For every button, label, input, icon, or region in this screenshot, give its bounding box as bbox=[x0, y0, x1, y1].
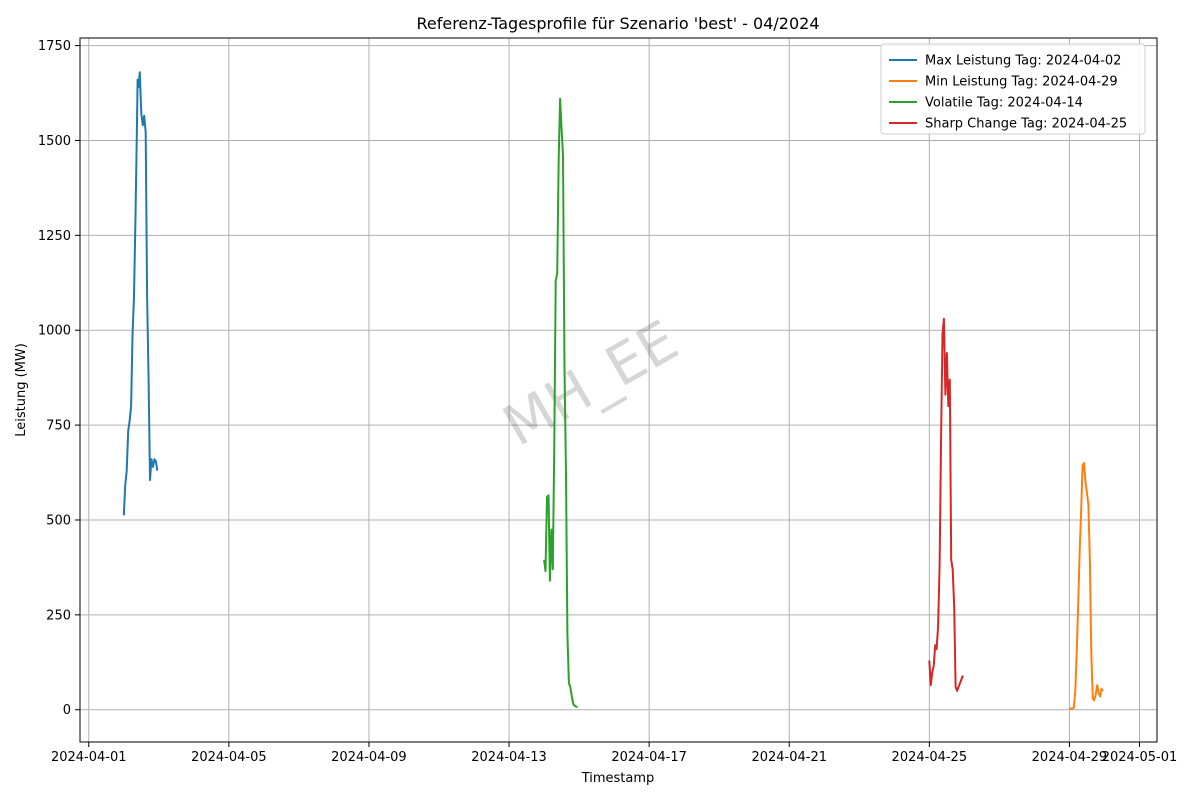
series-lines bbox=[122, 71, 1104, 710]
x-tick-label: 2024-04-01 bbox=[51, 750, 127, 765]
legend-box bbox=[880, 43, 1146, 135]
series-line-0 bbox=[122, 71, 159, 516]
y-tick-label: 750 bbox=[46, 419, 71, 434]
x-tick-label: 2024-04-29 bbox=[1032, 750, 1108, 765]
series-line-2 bbox=[543, 97, 578, 708]
series-line-1 bbox=[1068, 462, 1104, 710]
x-axis-label: Timestamp bbox=[581, 771, 655, 786]
x-tick-label: 2024-04-25 bbox=[892, 750, 968, 765]
x-tick-label: 2024-04-17 bbox=[611, 750, 687, 765]
y-tick-label: 1000 bbox=[38, 324, 71, 339]
series-line-3 bbox=[928, 317, 964, 692]
plot-area-frame bbox=[79, 37, 1158, 743]
y-tick-label: 1250 bbox=[38, 229, 71, 244]
legend-label: Sharp Change Tag: 2024-04-25 bbox=[925, 117, 1127, 132]
x-tick-label: 2024-04-21 bbox=[751, 750, 827, 765]
y-tick-label: 1500 bbox=[38, 134, 71, 149]
chart-title: Referenz-Tagesprofile für Szenario 'best… bbox=[416, 14, 819, 33]
y-tick-label: 500 bbox=[46, 513, 71, 528]
y-tick-label: 1750 bbox=[38, 39, 71, 54]
x-tick-label: 2024-04-13 bbox=[471, 750, 547, 765]
y-tick-label: 250 bbox=[46, 608, 71, 623]
legend-label: Min Leistung Tag: 2024-04-29 bbox=[925, 75, 1118, 90]
x-tick-label: 2024-04-09 bbox=[331, 750, 407, 765]
x-tick-label: 2024-04-05 bbox=[191, 750, 267, 765]
x-axis: 2024-04-01 2024-04-05 2024-04-09 2024-04-13… bbox=[51, 742, 1177, 765]
legend-label: Max Leistung Tag: 2024-04-02 bbox=[925, 54, 1121, 69]
grid bbox=[80, 38, 1157, 742]
y-axis-label: Leistung (MW) bbox=[14, 343, 29, 437]
legend: Max Leistung Tag: 2024-04-02 Min Leistung… bbox=[880, 43, 1146, 135]
y-axis: 0 250 500 750 1000 1250 1500 1750 bbox=[38, 39, 80, 718]
x-tick-label: 2024-05-01 bbox=[1102, 750, 1178, 765]
y-tick-label: 0 bbox=[63, 703, 71, 718]
legend-label: Volatile Tag: 2024-04-14 bbox=[925, 96, 1083, 111]
